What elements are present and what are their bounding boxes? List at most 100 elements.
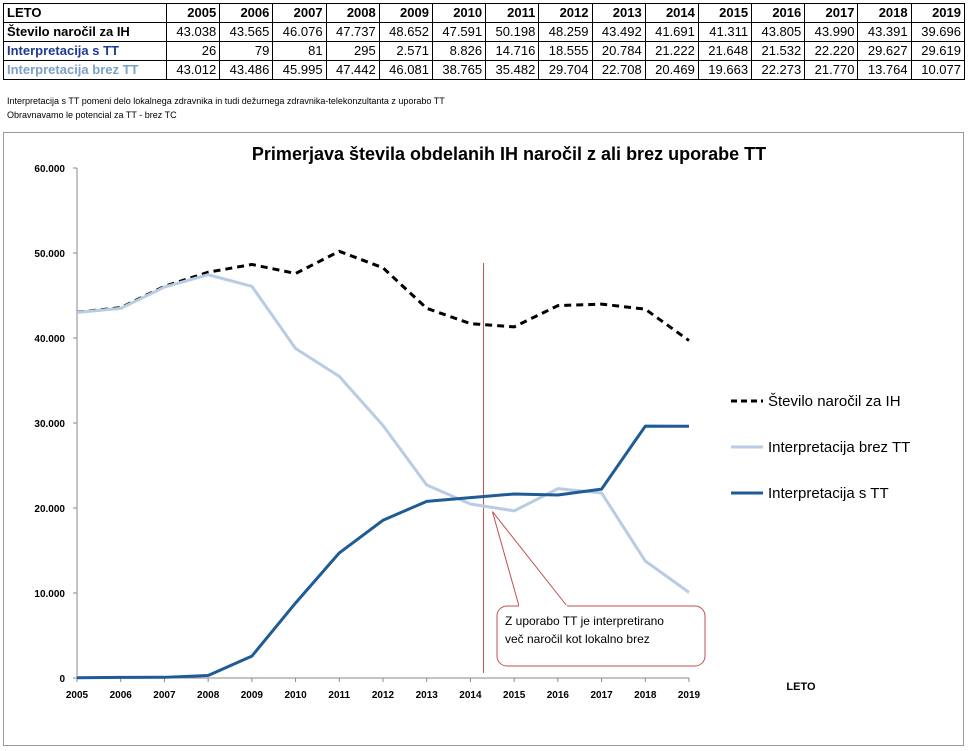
x-axis-label: LETO	[786, 681, 816, 693]
annotation-box	[496, 605, 706, 667]
y-tick-label: 10.000	[34, 589, 65, 600]
table-year-header: 2018	[857, 3, 912, 23]
y-tick-label: 30.000	[34, 419, 65, 430]
y-tick-label: 60.000	[34, 164, 65, 175]
table-cell: 41.691	[644, 22, 699, 42]
table-cell: 47.591	[431, 22, 487, 42]
line-chart: Primerjava števila obdelanih IH naročil …	[34, 144, 910, 701]
chart-title: Primerjava števila obdelanih IH naročil …	[252, 144, 766, 164]
table-cell: 41.311	[697, 22, 753, 42]
table-row-label: Interpretacija brez TT	[3, 60, 167, 80]
table-cell: 43.492	[591, 22, 646, 42]
table-cell: 43.805	[751, 22, 806, 42]
x-tick-label: 2018	[634, 690, 657, 701]
x-tick-label: 2010	[284, 690, 307, 701]
legend-label-3: Interpretacija s TT	[768, 485, 889, 502]
table-cell: 21.770	[804, 60, 859, 80]
table-cell: 47.737	[325, 22, 380, 42]
y-axis-ticks: 0 10.000 20.000 30.000 40.000 50.000 60.000	[34, 164, 77, 685]
table-cell: 79	[219, 41, 274, 61]
table-year-header: 2014	[644, 3, 699, 23]
table-cell: 48.259	[538, 22, 593, 42]
table-cell: 46.081	[378, 60, 433, 80]
table-cell: 48.652	[378, 22, 433, 42]
table-year-header: 2013	[591, 3, 646, 23]
x-tick-label: 2007	[153, 690, 176, 701]
x-tick-label: 2013	[416, 690, 439, 701]
y-tick-label: 20.000	[34, 504, 65, 515]
table-year-header: 2012	[538, 3, 593, 23]
series-line-3	[76, 424, 690, 680]
table-header-label: LETO	[3, 3, 167, 23]
table-cell: 29.627	[857, 41, 912, 61]
table-year-header: 2007	[272, 3, 327, 23]
table-year-header: 2016	[751, 3, 806, 23]
table-cell: 43.486	[219, 60, 274, 80]
table-year-header: 2011	[485, 3, 540, 23]
table-cell: 20.784	[591, 41, 646, 61]
x-tick-label: 2011	[328, 690, 350, 701]
table-cell: 43.565	[219, 22, 274, 42]
table-cell: 21.532	[751, 41, 806, 61]
x-tick-label: 2005	[66, 690, 89, 701]
table-cell: 26	[165, 41, 221, 61]
table-year-header: 2006	[219, 3, 274, 23]
table-cell: 21.648	[697, 41, 753, 61]
chart-area: Primerjava števila obdelanih IH naročil …	[3, 132, 964, 746]
y-tick-label: 0	[59, 674, 65, 685]
table-row: Število naročil za IH 43.038 43.565 46.076 4…	[3, 22, 966, 42]
table-cell: 38.765	[431, 60, 487, 80]
series-line-2	[76, 273, 690, 594]
table-cell: 22.273	[751, 60, 806, 80]
table-year-header: 2019	[910, 3, 966, 23]
table-cell: 81	[272, 41, 327, 61]
x-tick-label: 2019	[678, 690, 701, 701]
x-tick-label: 2008	[197, 690, 220, 701]
x-tick-label: 2015	[503, 690, 526, 701]
table-cell: 45.995	[272, 60, 327, 80]
table-cell: 8.826	[431, 41, 487, 61]
table-row-label: Interpretacija s TT	[3, 41, 167, 61]
table-year-header: 2009	[378, 3, 433, 23]
table-cell: 29.619	[910, 41, 966, 61]
x-tick-label: 2009	[241, 690, 264, 701]
annotation-pointer	[491, 511, 568, 607]
table-year-header: 2017	[804, 3, 859, 23]
table-row: Interpretacija s TT 26 79 81 295 2.571 8.826 14…	[3, 41, 966, 61]
table-cell: 18.555	[538, 41, 593, 61]
note-potential: Obravnavamo le potencial za TT - brez TC	[7, 110, 177, 120]
table-cell: 43.012	[165, 60, 221, 80]
table-row: Interpretacija brez TT 43.012 43.486 45.995…	[3, 60, 966, 80]
legend-label-2: Interpretacija brez TT	[768, 439, 910, 456]
table-row-label: Število naročil za IH	[3, 22, 167, 42]
y-tick-label: 50.000	[34, 249, 65, 260]
table-cell: 19.663	[697, 60, 753, 80]
table-cell: 21.222	[644, 41, 699, 61]
table-cell: 43.990	[804, 22, 859, 42]
x-tick-label: 2006	[110, 690, 133, 701]
table-cell: 22.220	[804, 41, 859, 61]
x-tick-label: 2017	[590, 690, 613, 701]
table-cell: 13.764	[857, 60, 912, 80]
table-cell: 14.716	[485, 41, 540, 61]
annotation-text: Z uporabo TT je interpretirano	[505, 614, 664, 628]
series-line-1	[76, 249, 690, 342]
note-tt-definition: Interpretacija s TT pomeni delo lokalneg…	[7, 96, 445, 106]
table-cell: 35.482	[485, 60, 540, 80]
legend-label-1: Število naročil za IH	[768, 393, 901, 410]
table-cell: 43.391	[857, 22, 912, 42]
table-cell: 295	[325, 41, 380, 61]
table-cell: 39.696	[910, 22, 966, 42]
annotation-text: več naročil kot lokalno brez	[505, 632, 650, 646]
table-cell: 46.076	[272, 22, 327, 42]
x-tick-label: 2012	[372, 690, 395, 701]
table-cell: 47.442	[325, 60, 380, 80]
x-tick-label: 2016	[547, 690, 570, 701]
table-cell: 20.469	[644, 60, 699, 80]
table-cell: 50.198	[485, 22, 540, 42]
table-cell: 10.077	[910, 60, 966, 80]
data-table: LETO 2005 2006 2007 2008 2009 2010 2011 2012 2013…	[3, 3, 966, 80]
table-cell: 29.704	[538, 60, 593, 80]
table-cell: 22.708	[591, 60, 646, 80]
y-tick-label: 40.000	[34, 334, 65, 345]
